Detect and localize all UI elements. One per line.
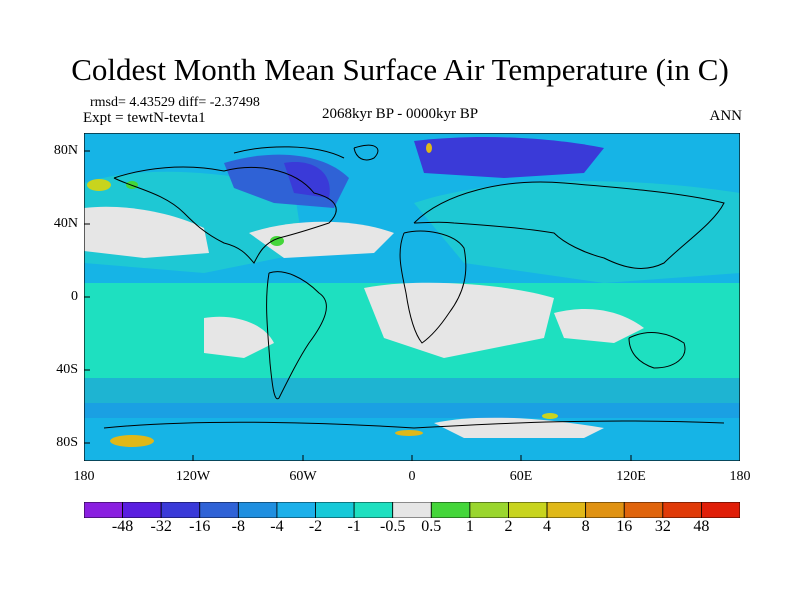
colorbar-swatch — [353, 502, 394, 518]
colorbar-swatch — [662, 502, 702, 518]
colorbar-swatch — [701, 502, 740, 518]
colorbar-swatch — [430, 502, 471, 518]
colorbar-swatch — [469, 502, 509, 518]
neutral-patch-south-atlantic — [364, 282, 554, 358]
lat-label-40n: 40N — [53, 216, 78, 231]
map-title: Coldest Month Mean Surface Air Temperatu… — [71, 52, 729, 87]
neutral-patch-south-pacific — [204, 316, 274, 358]
warm-patch-antarctic-west — [110, 435, 154, 447]
colorbar-swatch — [623, 502, 664, 518]
colorbar-label: 8 — [581, 518, 590, 535]
colorbar-label: -8 — [231, 518, 245, 535]
colorbar-label: 16 — [616, 518, 633, 535]
colorbar-swatch — [585, 502, 625, 518]
lon-label-180w: 180 — [73, 469, 95, 484]
warm-patch-svalbard — [426, 143, 432, 153]
lat-label-80n: 80N — [53, 143, 78, 158]
colorbar-swatch — [160, 502, 201, 518]
colorbar-swatch — [276, 502, 316, 518]
colorbar-label: 2 — [504, 518, 513, 535]
colorbar-label: -2 — [308, 518, 323, 535]
colorbar-label: 0.5 — [421, 518, 442, 535]
colorbar-label: -4 — [270, 518, 284, 535]
neutral-patch-pacific — [84, 206, 209, 258]
colorbar-swatch — [84, 502, 123, 518]
warm-patch-alaska — [87, 179, 111, 191]
neutral-patch-atlantic — [249, 221, 394, 258]
warm-patch-antarctic-indian — [542, 413, 558, 419]
hudson-cold-region — [284, 162, 330, 198]
neutral-patch-indian — [554, 308, 644, 343]
warm-patch-gulf — [270, 236, 284, 246]
colorbar-swatch — [392, 502, 432, 518]
lat-label-0: 0 — [71, 289, 78, 304]
southern-ocean-band — [84, 378, 740, 418]
colorbar-label: -0.5 — [380, 518, 406, 535]
lon-label-0: 0 — [408, 469, 416, 484]
warm-patch-antarctic-east — [395, 430, 423, 436]
colorbar-label: -48 — [111, 518, 134, 535]
colorbar-swatch — [315, 502, 355, 518]
colorbar-label: 1 — [465, 518, 474, 535]
coastlines — [103, 144, 725, 429]
season-label: ANN — [709, 108, 743, 124]
lat-label-40s: 40S — [56, 362, 78, 377]
colorbar — [84, 502, 740, 518]
stats-text: rmsd= 4.43529 diff= -2.37498 — [90, 95, 260, 110]
subtitle: 2068kyr BP - 0000kyr BP — [321, 106, 479, 122]
colorbar-label: -1 — [347, 518, 361, 535]
axis-ticks — [84, 150, 632, 461]
lon-label-120w: 120W — [175, 469, 211, 484]
colorbar-swatch — [546, 502, 587, 518]
colorbar-label: 48 — [693, 518, 710, 535]
colorbar-label: 32 — [654, 518, 671, 535]
experiment-label: Expt = tewtN-tevta1 — [83, 110, 206, 126]
map-panel — [84, 133, 740, 461]
colorbar-label: -16 — [189, 518, 211, 535]
lon-label-180e: 180 — [729, 469, 751, 484]
colorbar-label: 4 — [543, 518, 552, 535]
eurasia-region — [414, 181, 740, 283]
arctic-cold-region — [414, 137, 604, 178]
colorbar-label: -32 — [150, 518, 172, 535]
lat-label-80s: 80S — [56, 435, 78, 450]
temperature-map — [84, 133, 740, 461]
colorbar-swatch — [508, 502, 548, 518]
colorbar-swatch — [237, 502, 278, 518]
neutral-patch-antarctic — [434, 417, 604, 438]
colorbar-swatch — [122, 502, 162, 518]
lon-label-120e: 120E — [616, 469, 646, 484]
lon-label-60w: 60W — [289, 469, 317, 484]
lon-label-60e: 60E — [509, 469, 533, 484]
colorbar-swatch — [199, 502, 239, 518]
